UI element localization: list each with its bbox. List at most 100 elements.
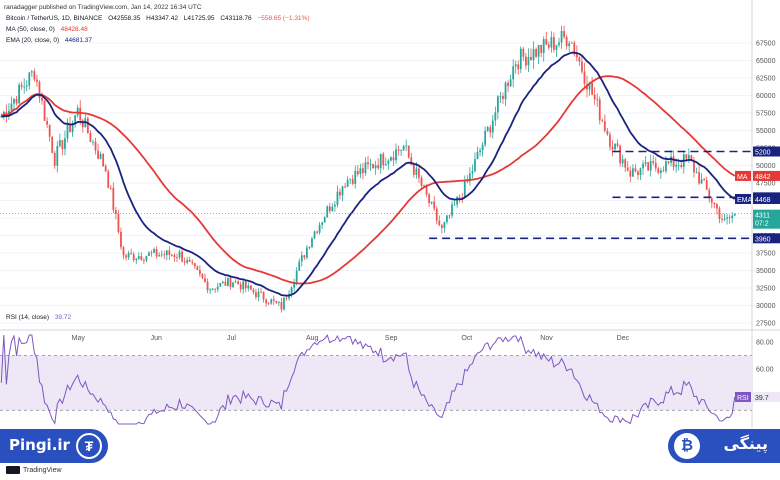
candle-body bbox=[137, 256, 140, 259]
candle-body bbox=[657, 168, 660, 173]
ema-value: 44681.37 bbox=[64, 37, 93, 44]
ema-price-tag: 4468 bbox=[755, 197, 771, 204]
candle-body bbox=[43, 100, 46, 121]
ema-legend[interactable]: EMA (20, close, 0) 44681.37 bbox=[6, 37, 96, 44]
time-tick-label: May bbox=[72, 335, 86, 342]
candle-body bbox=[214, 288, 217, 290]
candle-body bbox=[155, 249, 158, 257]
candle-body bbox=[122, 247, 125, 256]
candle-body bbox=[384, 164, 387, 166]
candle-body bbox=[28, 72, 31, 86]
candle-body bbox=[272, 299, 275, 301]
candle-body bbox=[446, 215, 448, 223]
candle-body bbox=[611, 146, 614, 150]
candle-body bbox=[489, 127, 492, 133]
candle-body bbox=[372, 163, 374, 169]
candle-body bbox=[252, 289, 255, 293]
candle-body bbox=[265, 299, 268, 304]
candle-body bbox=[723, 218, 726, 220]
price-tick-label: 35000 bbox=[756, 268, 776, 275]
rsi-band bbox=[0, 355, 752, 411]
candle-body bbox=[680, 164, 683, 167]
candle-body bbox=[56, 146, 59, 166]
candle-body bbox=[397, 149, 400, 151]
candle-body bbox=[86, 118, 89, 133]
change-value: −558.65 (−1.31%) bbox=[257, 15, 310, 22]
rsi-legend[interactable]: RSI (14, close) 39.72 bbox=[6, 314, 75, 321]
candle-body bbox=[295, 270, 298, 283]
symbol-label[interactable]: Bitcoin / TetherUS, 1D, BINANCE bbox=[6, 15, 103, 22]
time-tick-label: Oct bbox=[461, 335, 472, 342]
candle-body bbox=[99, 154, 102, 159]
last-price-bg bbox=[753, 209, 780, 229]
candle-body bbox=[601, 120, 604, 122]
candle-body bbox=[448, 215, 451, 217]
candle-body bbox=[412, 164, 415, 175]
time-tick-label: Nov bbox=[540, 335, 553, 342]
candle-body bbox=[558, 42, 560, 46]
candle-body bbox=[708, 189, 711, 199]
candle-body bbox=[407, 145, 410, 158]
time-tick-label: Jun bbox=[151, 335, 162, 342]
horizontal-levels bbox=[0, 150, 752, 240]
candle-body bbox=[18, 84, 20, 104]
candle-body bbox=[530, 56, 532, 61]
candle-body bbox=[293, 282, 296, 288]
ema-label: EMA (20, close, 0) bbox=[6, 37, 60, 44]
brand-text-left: Pingi.ir bbox=[9, 436, 70, 454]
high-value: H43347.42 bbox=[146, 15, 178, 22]
candle-body bbox=[206, 281, 209, 291]
candle-body bbox=[667, 161, 670, 163]
candle-body bbox=[698, 172, 700, 184]
candle-body bbox=[405, 145, 408, 147]
candle-body bbox=[537, 44, 540, 57]
candle-body bbox=[519, 48, 522, 70]
candle-body bbox=[132, 254, 135, 261]
candle-body bbox=[158, 255, 161, 257]
time-tick-label: Sep bbox=[385, 335, 398, 342]
price-tick-label: 47500 bbox=[756, 181, 776, 188]
price-tick-label: 50000 bbox=[756, 163, 776, 170]
candle-body bbox=[494, 112, 497, 121]
ma-legend[interactable]: MA (50, close, 0) 48428.48 bbox=[6, 26, 92, 33]
candle-body bbox=[499, 95, 502, 97]
candle-body bbox=[603, 121, 606, 131]
candle-body bbox=[211, 288, 214, 290]
candle-body bbox=[234, 281, 237, 283]
candle-body bbox=[41, 97, 43, 101]
candle-body bbox=[491, 120, 494, 133]
candle-body bbox=[665, 161, 667, 172]
candle-body bbox=[486, 127, 489, 131]
candle-body bbox=[244, 281, 247, 289]
candle-body bbox=[685, 154, 688, 159]
candle-body bbox=[637, 171, 639, 176]
candle-body bbox=[305, 247, 308, 258]
candle-body bbox=[379, 153, 382, 169]
candle-body bbox=[232, 282, 234, 287]
candle-body bbox=[443, 222, 446, 229]
candle-body bbox=[547, 44, 550, 48]
candle-body bbox=[23, 86, 26, 88]
candle-body bbox=[216, 286, 219, 290]
candle-body bbox=[647, 162, 650, 171]
candle-body bbox=[270, 299, 273, 304]
candle-body bbox=[239, 284, 242, 290]
candle-body bbox=[578, 57, 581, 62]
candle-body bbox=[53, 152, 56, 166]
candle-body bbox=[229, 277, 232, 287]
candle-body bbox=[565, 36, 568, 47]
candle-body bbox=[267, 303, 270, 305]
time-axis: May Jun Jul Aug Sep Oct Nov Dec bbox=[72, 335, 630, 342]
candle-body bbox=[249, 285, 252, 290]
rsi-zone bbox=[0, 355, 752, 411]
candle-body bbox=[471, 171, 474, 174]
candle-body bbox=[553, 37, 555, 50]
candle-body bbox=[204, 278, 206, 282]
candle-body bbox=[418, 168, 420, 178]
indicator-lines bbox=[0, 51, 736, 425]
candle-body bbox=[588, 82, 591, 90]
candle-body bbox=[89, 132, 92, 142]
candle-body bbox=[33, 71, 36, 80]
